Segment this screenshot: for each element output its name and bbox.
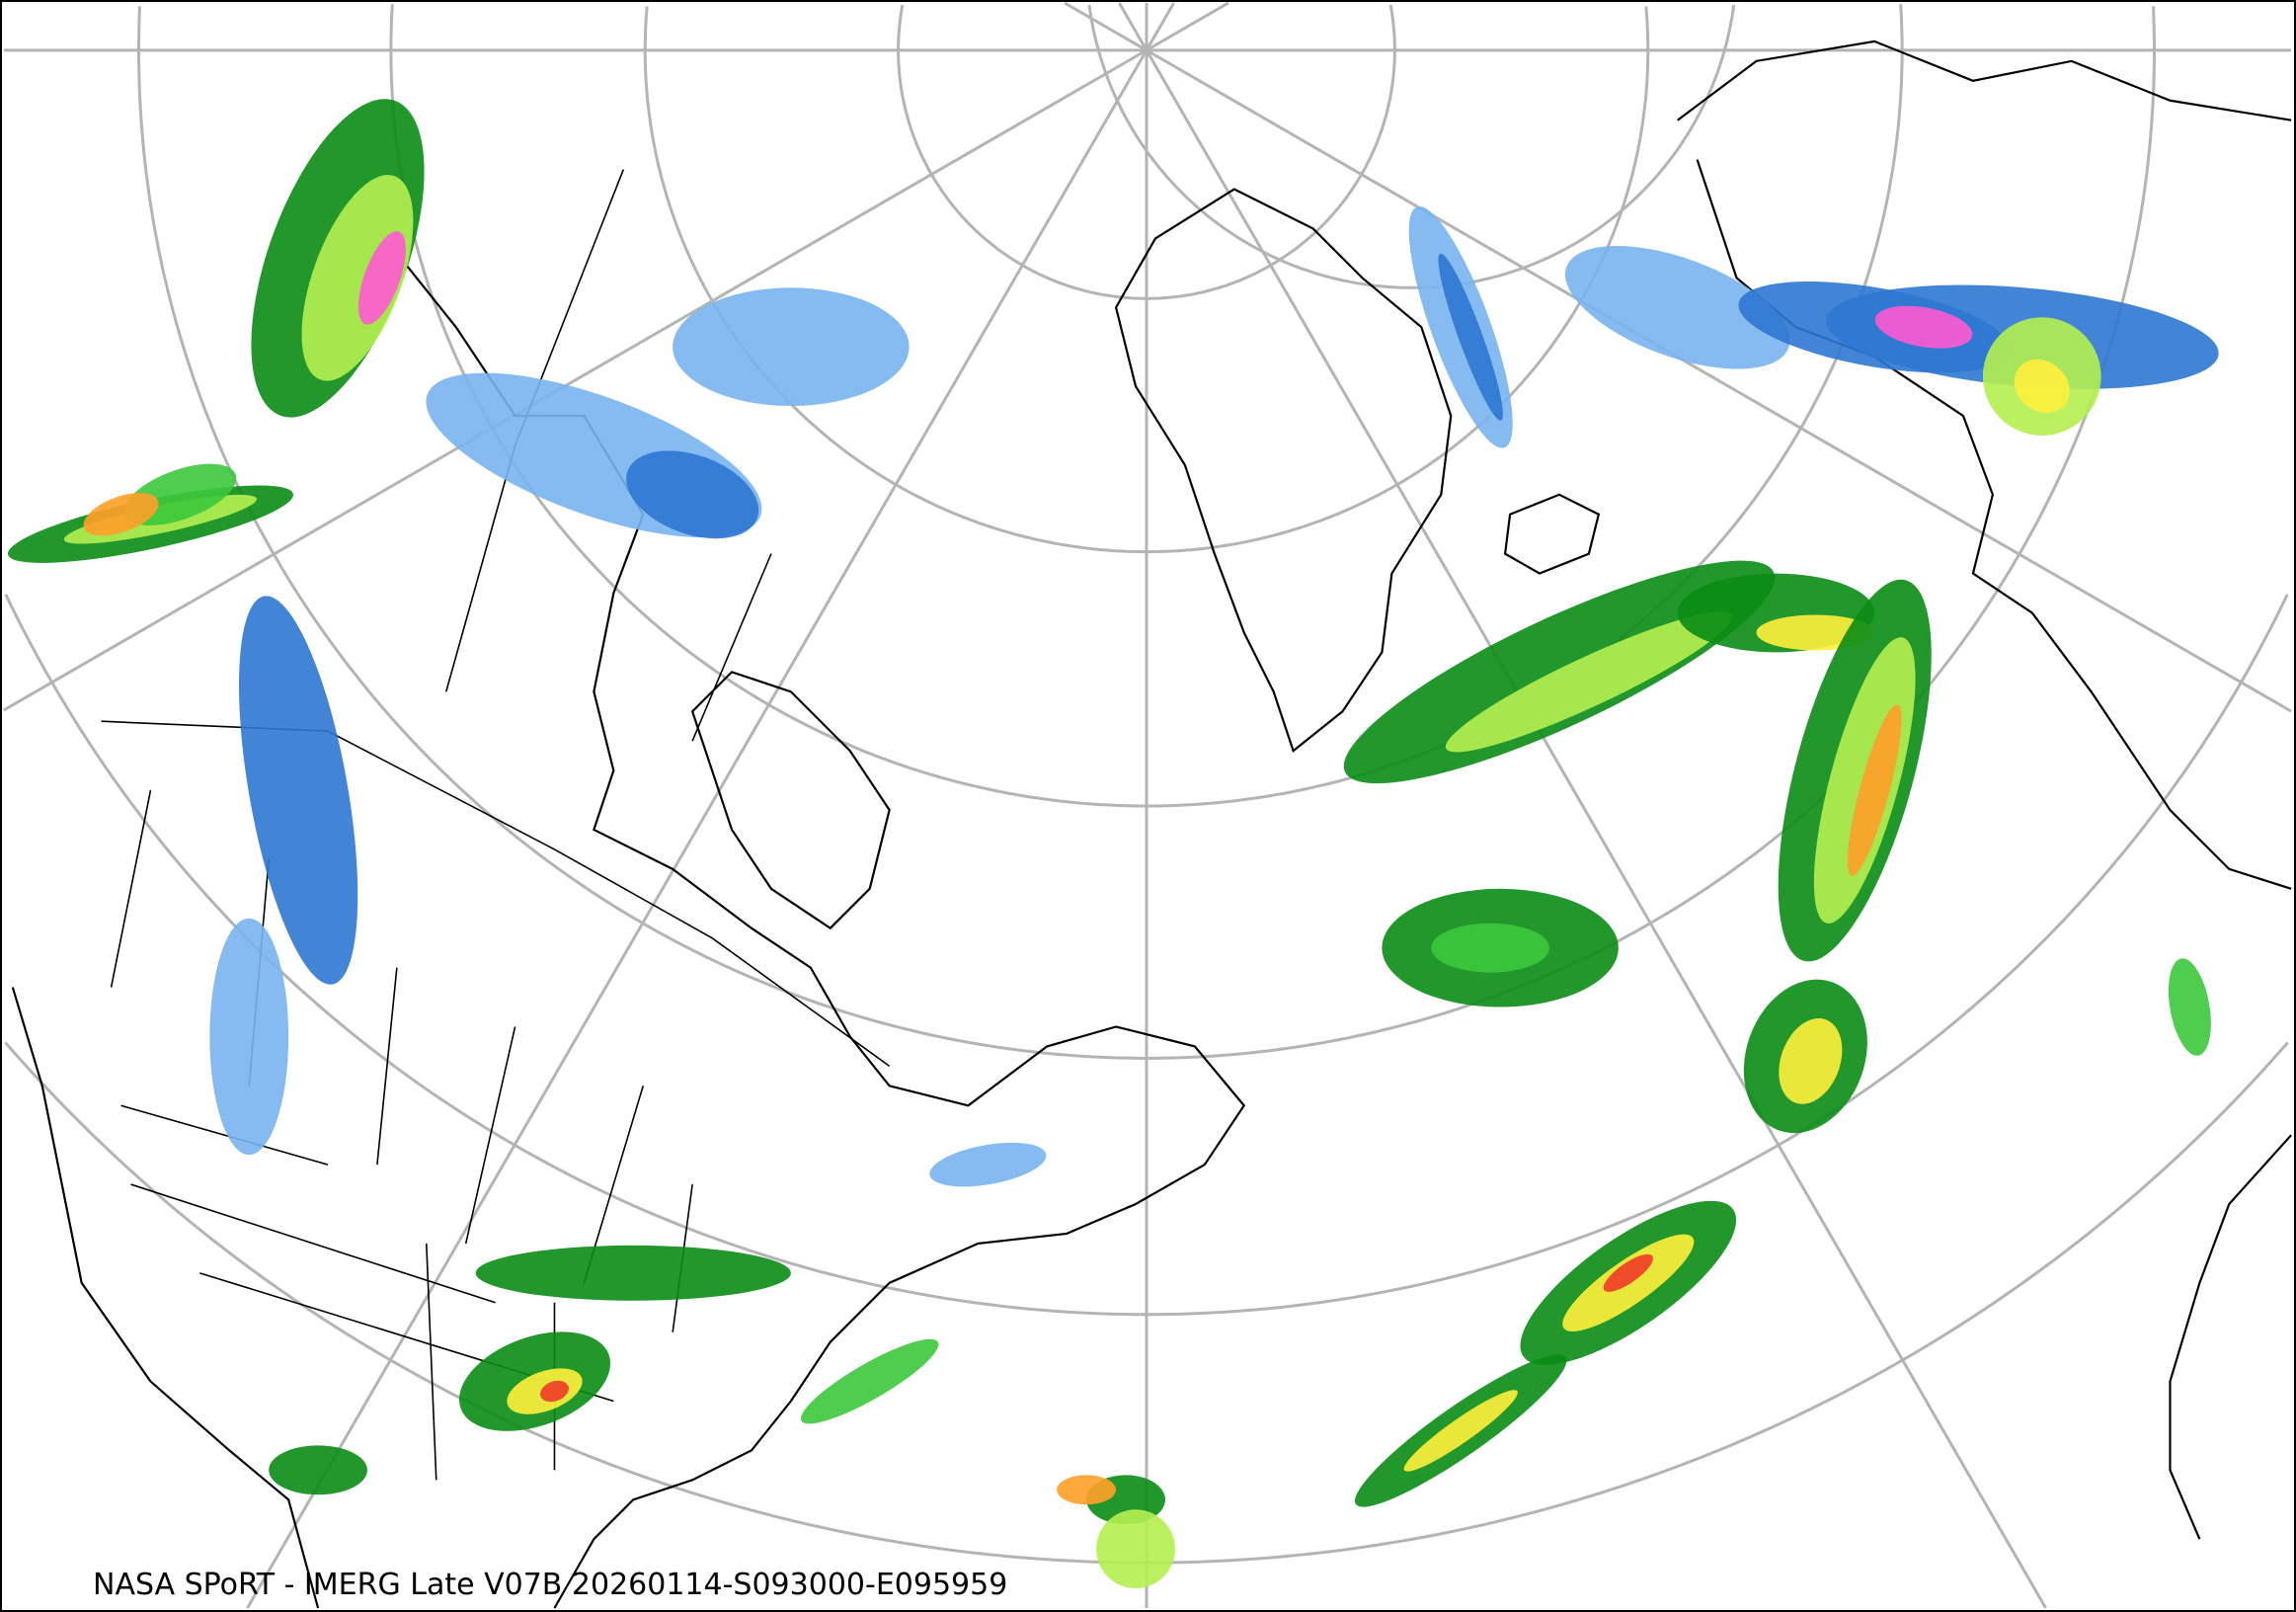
precipitation-cell <box>269 1445 367 1495</box>
meridian-line <box>1146 48 2292 713</box>
coastlines <box>11 40 2292 1609</box>
precipitation-cell <box>357 231 406 325</box>
precipitation-cell <box>1438 253 1503 421</box>
greenland-coast <box>1114 188 1453 753</box>
precipitation-cell <box>1564 246 1790 369</box>
meridian-line <box>1145 2 1175 51</box>
meridian-line <box>1064 2 1148 52</box>
precipitation-cell <box>673 287 910 406</box>
precipitation-cell <box>800 1338 939 1424</box>
precipitation-cell <box>475 1245 791 1301</box>
precipitation-cell <box>1847 704 1902 876</box>
meridian-line <box>3 48 1148 712</box>
precipitation-cell <box>1603 1253 1653 1292</box>
precipitation-cell <box>1431 923 1550 973</box>
precipitation-cell <box>1057 1475 1117 1505</box>
latitude-circle <box>137 6 2156 1060</box>
europe-coast <box>1677 40 2292 890</box>
precipitation-cell <box>626 450 759 539</box>
west-coast <box>11 987 320 1609</box>
precipitation-cell <box>540 1380 569 1403</box>
precipitation-cell <box>301 175 414 381</box>
meridian-line <box>1146 2 1229 52</box>
graticule <box>3 2 2292 1609</box>
precipitation-cell <box>2014 359 2070 414</box>
north-america-coast <box>376 227 1246 1609</box>
precipitation-cell <box>1096 1509 1175 1589</box>
precipitation-overlay <box>7 99 2219 1589</box>
hudson-bay-coast <box>690 671 891 930</box>
precipitation-cell <box>1779 1017 1843 1104</box>
precipitation-cell <box>83 493 159 536</box>
precipitation-cell <box>239 596 358 985</box>
latitude-circle <box>643 6 1650 554</box>
africa-coast <box>2169 1134 2292 1540</box>
latitude-circle <box>897 4 1396 300</box>
meridian-line <box>1118 2 1148 51</box>
meridian-line <box>1145 49 2047 1609</box>
meridian-line <box>246 49 1148 1609</box>
precipitation-cell <box>209 918 289 1156</box>
precipitation-cell <box>1874 305 1973 349</box>
precipitation-cell <box>2168 958 2211 1056</box>
iceland-coast <box>1503 493 1601 575</box>
precipitation-cell <box>1445 611 1732 753</box>
precipitation-cell <box>1403 1390 1518 1472</box>
map-caption: NASA SPoRT - IMERG Late V07B 20260114-S0… <box>93 1568 1008 1602</box>
precipitation-cell <box>929 1142 1047 1187</box>
